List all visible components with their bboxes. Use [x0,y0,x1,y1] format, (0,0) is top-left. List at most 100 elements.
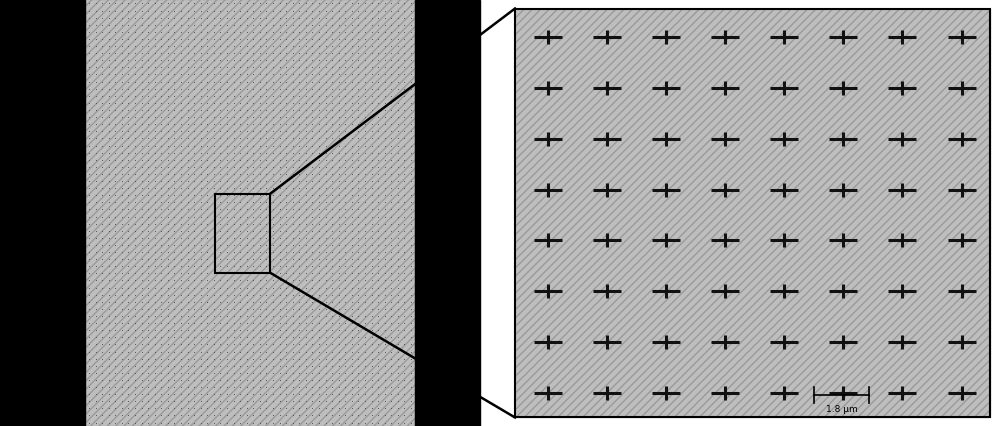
Point [285,21,301,28]
Point [370,50,386,57]
Point [383,128,399,135]
Point [206,185,222,192]
Point [291,99,307,106]
Point [344,128,360,135]
Point [272,419,288,426]
Point [81,43,97,49]
Point [206,121,222,128]
Point [272,348,288,355]
Point [239,242,255,248]
Point [324,71,340,78]
Point [173,64,189,71]
Point [350,341,366,348]
Point [291,405,307,412]
Point [226,234,242,241]
Point [252,206,268,213]
Point [120,313,136,320]
Point [291,348,307,355]
Point [120,164,136,170]
Point [127,178,143,184]
Point [239,213,255,220]
Point [311,227,327,234]
Point [199,377,215,383]
Point [357,398,373,405]
Point [206,135,222,142]
Point [364,277,380,284]
Point [193,35,209,42]
Point [331,121,347,128]
Point [206,313,222,320]
Point [153,142,169,149]
Point [337,185,353,192]
Point [258,313,274,320]
Point [160,35,176,42]
Point [114,391,130,397]
Point [120,149,136,156]
Point [193,170,209,177]
Point [350,220,366,227]
Point [180,142,196,149]
Point [173,320,189,327]
Point [377,341,393,348]
Point [199,284,215,291]
Point [304,405,320,412]
Point [350,270,366,277]
Point [147,0,163,7]
Point [166,128,182,135]
Point [390,234,406,241]
Point [166,384,182,391]
Point [180,405,196,412]
Point [272,249,288,256]
Point [180,334,196,341]
Point [114,35,130,42]
Point [331,384,347,391]
Point [107,384,123,391]
Point [285,220,301,227]
Point [245,199,261,206]
Point [396,348,412,355]
Point [370,7,386,14]
Point [324,21,340,28]
Point [114,21,130,28]
Point [285,313,301,320]
Point [186,128,202,135]
Point [193,320,209,327]
Point [291,78,307,85]
Point [278,263,294,270]
Point [134,21,150,28]
Point [265,341,281,348]
Point [245,185,261,192]
Point [186,234,202,241]
Point [153,50,169,57]
Point [304,377,320,383]
Point [166,99,182,106]
Point [377,21,393,28]
Point [403,178,419,184]
Point [206,391,222,397]
Point [337,291,353,298]
Point [147,341,163,348]
Point [285,305,301,312]
Point [232,142,248,149]
Point [140,227,156,234]
Bar [85,0,415,426]
Point [94,99,110,106]
Point [403,220,419,227]
Point [245,313,261,320]
Point [298,164,314,170]
Point [377,170,393,177]
Point [278,35,294,42]
Point [199,142,215,149]
Point [88,270,104,277]
Point [285,29,301,35]
Point [140,142,156,149]
Point [403,21,419,28]
Point [232,128,248,135]
Point [239,149,255,156]
Point [173,263,189,270]
Point [239,199,255,206]
Point [357,334,373,341]
Point [272,263,288,270]
Point [331,348,347,355]
Point [206,298,222,305]
